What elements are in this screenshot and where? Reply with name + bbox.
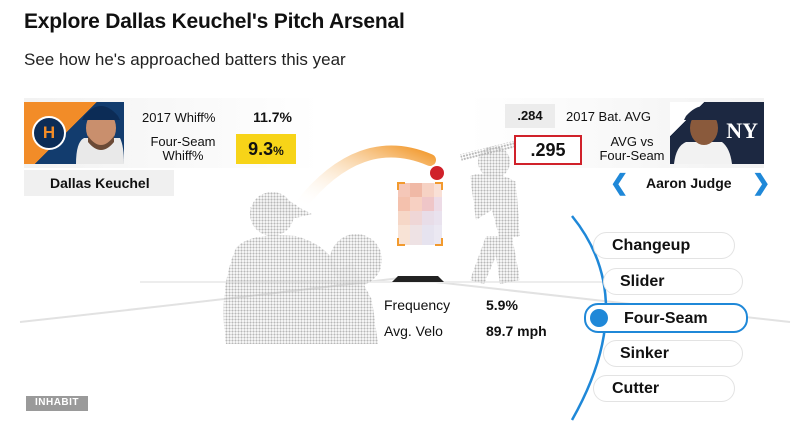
batter-photo: NY bbox=[670, 102, 764, 164]
pitcher-stat2-highlight: 9.3% bbox=[236, 134, 296, 164]
home-plate bbox=[392, 276, 444, 282]
pitch-option-changeup[interactable]: Changeup bbox=[593, 232, 735, 259]
pitcher-portrait bbox=[76, 106, 124, 164]
selected-indicator-icon bbox=[590, 309, 608, 327]
pitcher-stat1-label: 2017 Whiff% bbox=[142, 110, 216, 125]
pitch-option-label: Four-Seam bbox=[624, 310, 708, 327]
pitch-option-label: Changeup bbox=[612, 237, 691, 254]
pitcher-stat2-value: 9.3% bbox=[248, 139, 284, 159]
pitch-option-label: Cutter bbox=[612, 380, 660, 397]
batter-portrait bbox=[674, 106, 732, 164]
pitch-option-label: Sinker bbox=[620, 345, 669, 362]
strike-zone-heatmap[interactable] bbox=[397, 182, 443, 246]
pitcher-photo: H bbox=[24, 102, 124, 164]
batter-stat1-value: .284 bbox=[517, 108, 543, 123]
batter-stat1-label: 2017 Bat. AVG bbox=[566, 109, 652, 124]
velo-label: Avg. Velo bbox=[384, 323, 443, 339]
pitch-option-label: Slider bbox=[620, 273, 665, 290]
pitcher-silhouette bbox=[223, 192, 382, 344]
batter-stat2-value: .295 bbox=[530, 140, 566, 160]
page-title: Explore Dallas Keuchel's Pitch Arsenal bbox=[24, 10, 405, 33]
pitcher-stat2-label: Four-Seam Whiff% bbox=[150, 134, 216, 163]
pitcher-card: H 2017 Whiff% 11.7% Four-Seam Whiff% bbox=[24, 102, 294, 164]
batter-name-tag: Aaron Judge bbox=[630, 170, 748, 196]
batter-stat2-label: AVG vs Four-Seam bbox=[599, 134, 665, 163]
chevron-left-icon[interactable]: ❮ bbox=[610, 170, 629, 195]
frequency-label: Frequency bbox=[384, 297, 451, 313]
pitcher-name: Dallas Keuchel bbox=[50, 175, 150, 191]
pitch-option-cutter[interactable]: Cutter bbox=[593, 375, 735, 402]
pitch-option-sinker[interactable]: Sinker bbox=[603, 340, 743, 367]
yankees-logo-icon: NY bbox=[726, 118, 758, 143]
pitch-option-four-seam[interactable]: Four-Seam bbox=[584, 303, 748, 333]
chevron-right-icon[interactable]: ❯ bbox=[752, 170, 771, 195]
batter-stat2-box: .295 bbox=[514, 135, 582, 165]
pitcher-stat1-value: 11.7% bbox=[253, 109, 292, 125]
batter-silhouette bbox=[460, 137, 528, 284]
pitch-trajectory bbox=[294, 145, 436, 212]
pitch-option-slider[interactable]: Slider bbox=[603, 268, 743, 295]
astros-logo-icon: H bbox=[32, 116, 66, 150]
ball-marker bbox=[428, 164, 446, 182]
batter-stat1-box: .284 bbox=[505, 104, 555, 128]
frequency-value: 5.9% bbox=[486, 297, 518, 313]
velo-value: 89.7 mph bbox=[486, 323, 547, 339]
brand-logo[interactable]: INHABIT bbox=[26, 396, 88, 411]
batter-name: Aaron Judge bbox=[646, 175, 732, 191]
pitcher-name-tag: Dallas Keuchel bbox=[24, 170, 174, 196]
page-subtitle: See how he's approached batters this yea… bbox=[24, 50, 346, 69]
